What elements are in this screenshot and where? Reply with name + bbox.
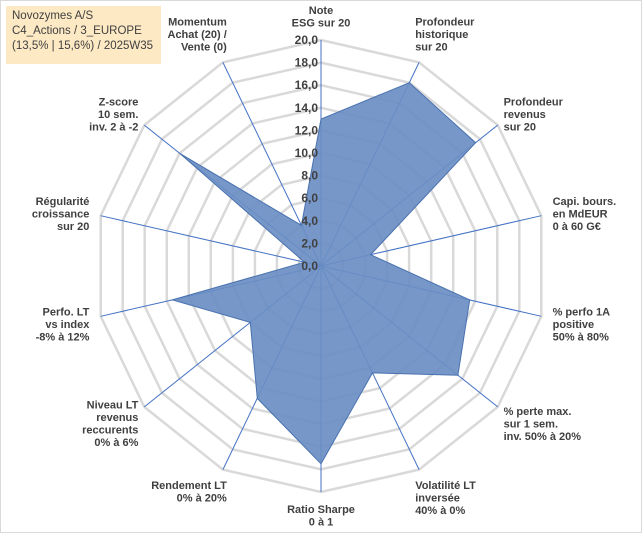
info-box: Novozymes A/S C4_Actions / 3_EUROPE (13,… <box>6 6 161 64</box>
axis-label-line: inv. 50% à 20% <box>504 431 582 443</box>
axis-spoke <box>100 215 322 267</box>
axis-label: % perfo 1A positive 50% à 80% <box>553 306 611 343</box>
axis-label-line: sur 20 <box>57 221 89 233</box>
tick-label: 12,0 <box>295 123 319 137</box>
tick-label: 6,0 <box>301 191 318 205</box>
company-name: Novozymes A/S <box>12 10 94 22</box>
axis-label-line: ESG sur 20 <box>292 18 351 30</box>
axis-label-line: 0% à 6% <box>94 437 138 449</box>
axis-label-line: croissance <box>32 209 89 221</box>
axis-label-line: Niveau LT <box>87 400 139 412</box>
axis-label: Profondeur revenus sur 20 <box>504 97 564 134</box>
axis-label: Ratio Sharpe 0 à 1 <box>287 504 355 529</box>
axis-label-line: % perte max. <box>504 406 572 418</box>
tick-label: 10,0 <box>295 146 319 160</box>
axis-label-line: 0% à 20% <box>177 493 227 505</box>
axis-label-line: revenus <box>504 109 546 121</box>
axis-label-line: vs index <box>45 319 90 331</box>
tick-label: 8,0 <box>301 169 318 183</box>
axis-label-line: Achat (20) / <box>168 29 227 41</box>
axis-label-line: Z-score <box>99 97 139 109</box>
tick-label: 16,0 <box>295 78 319 92</box>
tick-label: 2,0 <box>301 236 318 250</box>
axis-label: % perte max. sur 1 sem. inv. 50% à 20% <box>504 406 582 443</box>
axis-label-line: 40% à 0% <box>415 505 465 517</box>
axis-label-line: historique <box>415 29 468 41</box>
axis-label-line: reccurents <box>82 425 138 437</box>
radar-series <box>170 82 477 465</box>
axis-label: Rendement LT 0% à 20% <box>151 480 227 505</box>
axis-label-line: sur 1 sem. <box>504 418 558 430</box>
axis-label: Régularité croissance sur 20 <box>32 196 89 233</box>
axis-label-line: -8% à 12% <box>36 331 90 343</box>
axis-label-line: sur 20 <box>415 42 447 54</box>
tick-label: 20,0 <box>295 33 319 47</box>
axis-label: Z-score 10 sem. inv. 2 à -2 <box>89 97 138 134</box>
axis-label-line: Rendement LT <box>151 480 227 492</box>
axis-label-line: Vente (0) <box>181 42 227 54</box>
axis-label: Niveau LT revenus reccurents 0% à 6% <box>82 400 139 450</box>
performance-period: (13,5% | 15,6%) / 2025W35 <box>12 40 154 52</box>
axis-label-line: inv. 2 à -2 <box>89 122 138 134</box>
axis-label-line: sur 20 <box>504 122 536 134</box>
radar-axis-labels: Note ESG sur 20 Profondeur historique sur 20… <box>32 5 616 529</box>
axis-label-line: Capi. bours. <box>553 196 617 208</box>
tick-label: 18,0 <box>295 56 319 70</box>
axis-label-line: 10 sem. <box>98 109 138 121</box>
axis-label-line: Perfo. LT <box>43 306 90 318</box>
axis-label-line: % perfo 1A <box>553 306 611 318</box>
tick-label: 4,0 <box>301 214 318 228</box>
tick-label: 14,0 <box>295 101 319 115</box>
axis-label-line: Régularité <box>36 196 90 208</box>
axis-label-line: inversée <box>415 493 460 505</box>
tick-label: 0,0 <box>301 259 318 273</box>
axis-label: Note ESG sur 20 <box>292 5 351 30</box>
axis-label-line: Volatilité LT <box>415 480 476 492</box>
axis-label: Profondeur historique sur 20 <box>415 17 475 54</box>
axis-label-line: en MdEUR <box>553 209 608 221</box>
portfolio-category: C4_Actions / 3_EUROPE <box>12 25 142 37</box>
axis-label-line: Momentum <box>168 17 227 29</box>
axis-label-line: Note <box>309 5 333 17</box>
axis-label-line: 50% à 80% <box>553 331 609 343</box>
radar-tick-labels: 0,0 2,0 4,0 6,0 8,0 10,0 12,0 14,0 16,0 18,0 20,0 <box>295 33 319 273</box>
axis-label-line: 0 à 60 G€ <box>553 221 601 233</box>
axis-label: Volatilité LT inversée 40% à 0% <box>415 480 476 517</box>
axis-label-line: Profondeur <box>504 97 564 109</box>
axis-label: Capi. bours. en MdEUR 0 à 60 G€ <box>553 196 617 233</box>
axis-label-line: 0 à 1 <box>309 517 333 529</box>
axis-label: Perfo. LT vs index -8% à 12% <box>36 306 91 343</box>
axis-label-line: revenus <box>96 412 138 424</box>
axis-label: Momentum Achat (20) / Vente (0) <box>168 17 228 54</box>
axis-label-line: Ratio Sharpe <box>287 504 355 516</box>
axis-label-line: Profondeur <box>415 17 475 29</box>
axis-label-line: positive <box>553 319 595 331</box>
